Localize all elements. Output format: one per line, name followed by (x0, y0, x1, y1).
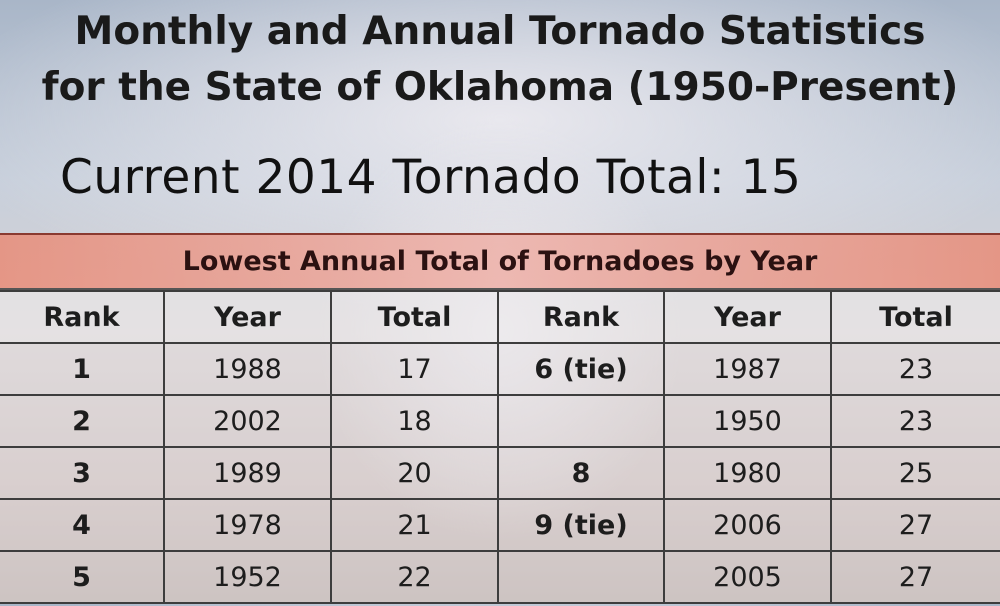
page-title: Monthly and Annual Tornado Statistics fo… (0, 4, 1000, 116)
total-cell: 17 (330, 342, 499, 396)
rank-cell (497, 550, 665, 604)
total-cell: 27 (830, 550, 1000, 604)
title-line-2: for the State of Oklahoma (1950-Present) (41, 65, 959, 110)
year-cell: 2002 (163, 394, 332, 448)
column-header-year: Year (663, 290, 832, 344)
total-cell: 25 (830, 446, 1000, 500)
rank-cell: 1 (0, 342, 165, 396)
rank-cell: 4 (0, 498, 165, 552)
year-cell: 1987 (663, 342, 832, 396)
table-row: 3 1989 20 8 1980 25 (0, 446, 1000, 500)
column-header-rank: Rank (0, 290, 165, 344)
table-row: 2 2002 18 1950 23 (0, 394, 1000, 448)
column-header-total: Total (830, 290, 1000, 344)
total-cell: 18 (330, 394, 499, 448)
year-cell: 2006 (663, 498, 832, 552)
table-row: 1 1988 17 6 (tie) 1987 23 (0, 342, 1000, 396)
rank-cell: 9 (tie) (497, 498, 665, 552)
column-header-rank: Rank (497, 290, 665, 344)
current-total-text: Current 2014 Tornado Total: 15 (60, 150, 802, 205)
total-cell: 27 (830, 498, 1000, 552)
rank-cell (497, 394, 665, 448)
total-cell: 23 (830, 342, 1000, 396)
year-cell: 1952 (163, 550, 332, 604)
year-cell: 1988 (163, 342, 332, 396)
lowest-totals-table-container: Lowest Annual Total of Tornadoes by Year… (0, 233, 1000, 606)
table-row: 5 1952 22 2005 27 (0, 550, 1000, 604)
rank-cell: 6 (tie) (497, 342, 665, 396)
year-cell: 2005 (663, 550, 832, 604)
rank-cell: 2 (0, 394, 165, 448)
total-cell: 22 (330, 550, 499, 604)
column-header-total: Total (330, 290, 499, 344)
year-cell: 1980 (663, 446, 832, 500)
year-cell: 1989 (163, 446, 332, 500)
total-cell: 23 (830, 394, 1000, 448)
title-line-1: Monthly and Annual Tornado Statistics (74, 9, 926, 54)
column-header-year: Year (163, 290, 332, 344)
rank-cell: 5 (0, 550, 165, 604)
year-cell: 1978 (163, 498, 332, 552)
total-cell: 20 (330, 446, 499, 500)
rank-cell: 3 (0, 446, 165, 500)
table-row: 4 1978 21 9 (tie) 2006 27 (0, 498, 1000, 552)
table-heading: Lowest Annual Total of Tornadoes by Year (0, 235, 1000, 290)
lowest-totals-table: Rank Year Total Rank Year Total 1 1988 1… (0, 290, 1000, 604)
year-cell: 1950 (663, 394, 832, 448)
table-header-row: Rank Year Total Rank Year Total (0, 290, 1000, 344)
total-cell: 21 (330, 498, 499, 552)
rank-cell: 8 (497, 446, 665, 500)
